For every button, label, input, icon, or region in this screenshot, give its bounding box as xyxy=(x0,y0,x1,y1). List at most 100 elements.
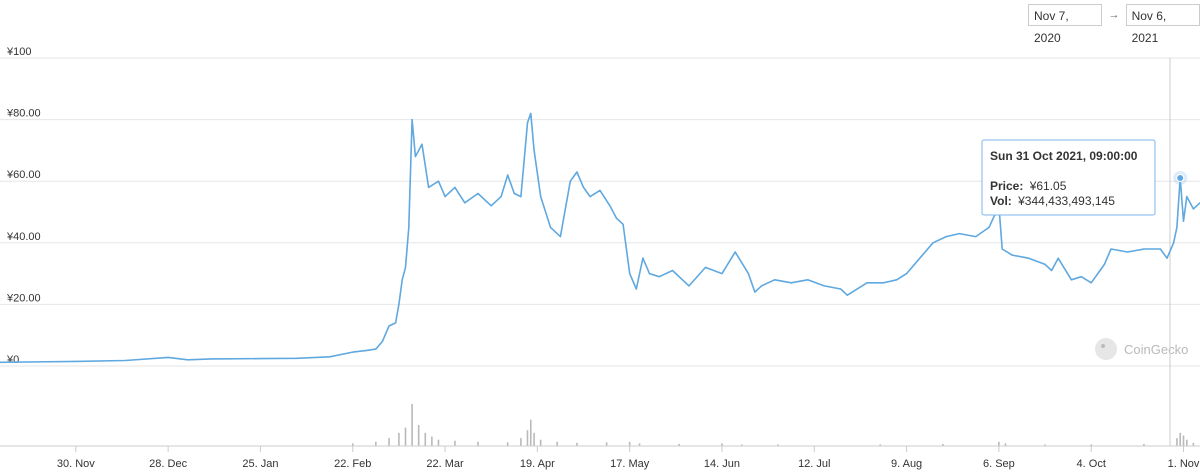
price-point xyxy=(365,350,367,352)
price-point xyxy=(559,236,562,238)
price-point xyxy=(1070,279,1073,281)
y-tick-label: ¥20.00 xyxy=(6,292,41,304)
date-from-input[interactable]: Nov 7, 2020 xyxy=(1028,4,1103,45)
price-point xyxy=(958,232,960,235)
price-point xyxy=(408,226,410,228)
price-point xyxy=(1126,251,1129,253)
price-point xyxy=(530,112,532,115)
price-point xyxy=(1186,196,1188,198)
price-point xyxy=(381,340,384,342)
price-point xyxy=(882,282,885,284)
gecko-eye-icon xyxy=(1101,344,1105,348)
price-point xyxy=(427,186,430,188)
volume-bar xyxy=(431,436,433,446)
volume-bar xyxy=(411,404,413,446)
volume-bar xyxy=(437,439,440,446)
price-point xyxy=(210,358,212,360)
volume-bar xyxy=(526,430,529,446)
price-point xyxy=(1192,208,1195,210)
x-tick-label: 19. Apr xyxy=(520,458,555,470)
price-point xyxy=(905,273,908,275)
y-axis-labels: ¥0 ¥20.00 ¥40.00 ¥60.00 ¥80.00 ¥100 xyxy=(6,46,41,366)
price-point xyxy=(549,226,552,228)
price-point xyxy=(540,196,542,198)
price-point xyxy=(500,196,502,198)
x-tick-label: 14. Jun xyxy=(704,458,740,470)
x-tick-label: 22. Mar xyxy=(426,458,464,470)
price-point xyxy=(609,205,611,207)
volume-bar xyxy=(721,443,723,446)
price-point xyxy=(774,279,776,281)
price-point xyxy=(615,217,618,219)
price-point xyxy=(582,186,585,188)
price-point xyxy=(754,291,756,293)
watermark-text: CoinGecko xyxy=(1124,342,1188,357)
price-point xyxy=(352,351,354,353)
price-point xyxy=(1173,242,1175,244)
price-point xyxy=(1176,226,1178,228)
volume-bar xyxy=(740,444,743,446)
tooltip-price-value: ¥61.05 xyxy=(1029,179,1067,193)
price-point xyxy=(721,273,723,275)
x-tick-label: 22. Feb xyxy=(334,458,371,470)
volume-bar xyxy=(520,438,522,446)
volume-bar xyxy=(1143,443,1145,446)
price-point xyxy=(866,282,868,284)
y-tick-label: ¥80.00 xyxy=(6,108,41,120)
price-point xyxy=(988,226,990,228)
volume-bar xyxy=(998,441,1000,446)
volume-bar xyxy=(879,444,882,446)
volume-bar xyxy=(576,442,578,446)
volume-bar xyxy=(1186,439,1188,446)
price-point xyxy=(807,279,809,281)
price-point xyxy=(388,325,390,327)
grid-lines xyxy=(0,57,1200,367)
price-point xyxy=(823,285,825,287)
x-tick-label: 6. Sep xyxy=(983,458,1015,470)
price-point xyxy=(259,358,262,360)
price-point xyxy=(124,359,126,362)
price-point xyxy=(790,282,792,284)
tooltip-price-row: Price: ¥61.05 xyxy=(990,179,1067,193)
price-point xyxy=(599,189,601,192)
volume-bar xyxy=(1044,444,1046,446)
price-point xyxy=(395,322,397,324)
volume-bar xyxy=(1192,442,1195,446)
price-point xyxy=(945,236,947,238)
volume-bar xyxy=(404,427,407,446)
price-point xyxy=(688,285,690,287)
price-point xyxy=(1103,263,1105,265)
price-point xyxy=(671,269,674,272)
price-point xyxy=(513,192,515,195)
y-tick-label: ¥60.00 xyxy=(6,169,41,181)
volume-bar xyxy=(556,441,558,446)
price-point xyxy=(1090,282,1092,284)
price-point xyxy=(760,285,763,287)
x-axis-labels: 30. Nov 28. Dec 25. Jan 22. Feb 22. Mar 19. A… xyxy=(57,446,1200,470)
price-point xyxy=(0,361,1,363)
hover-marker[interactable] xyxy=(1176,173,1185,182)
tooltip-box xyxy=(981,139,1156,216)
price-point xyxy=(658,276,660,278)
x-tick-label: 28. Dec xyxy=(149,458,187,470)
volume-bar xyxy=(1176,438,1178,446)
price-point xyxy=(1097,273,1099,275)
price-point xyxy=(642,257,644,259)
volume-bar xyxy=(638,443,641,446)
price-point xyxy=(704,266,707,269)
arrow-right-icon: → xyxy=(1108,9,1120,21)
price-point xyxy=(1110,248,1112,250)
volume-bar xyxy=(351,443,354,446)
price-point xyxy=(629,273,631,275)
price-point xyxy=(1001,248,1003,250)
price-point xyxy=(25,361,27,363)
volume-bar xyxy=(454,440,456,446)
date-to-input[interactable]: Nov 6, 2021 xyxy=(1125,4,1200,45)
volume-bar xyxy=(678,443,680,446)
volume-bar xyxy=(777,444,779,446)
price-point xyxy=(589,196,591,198)
x-tick-label: 12. Jul xyxy=(798,458,830,470)
x-tick-label: 1. Nov xyxy=(1168,458,1200,470)
price-point xyxy=(329,356,331,358)
